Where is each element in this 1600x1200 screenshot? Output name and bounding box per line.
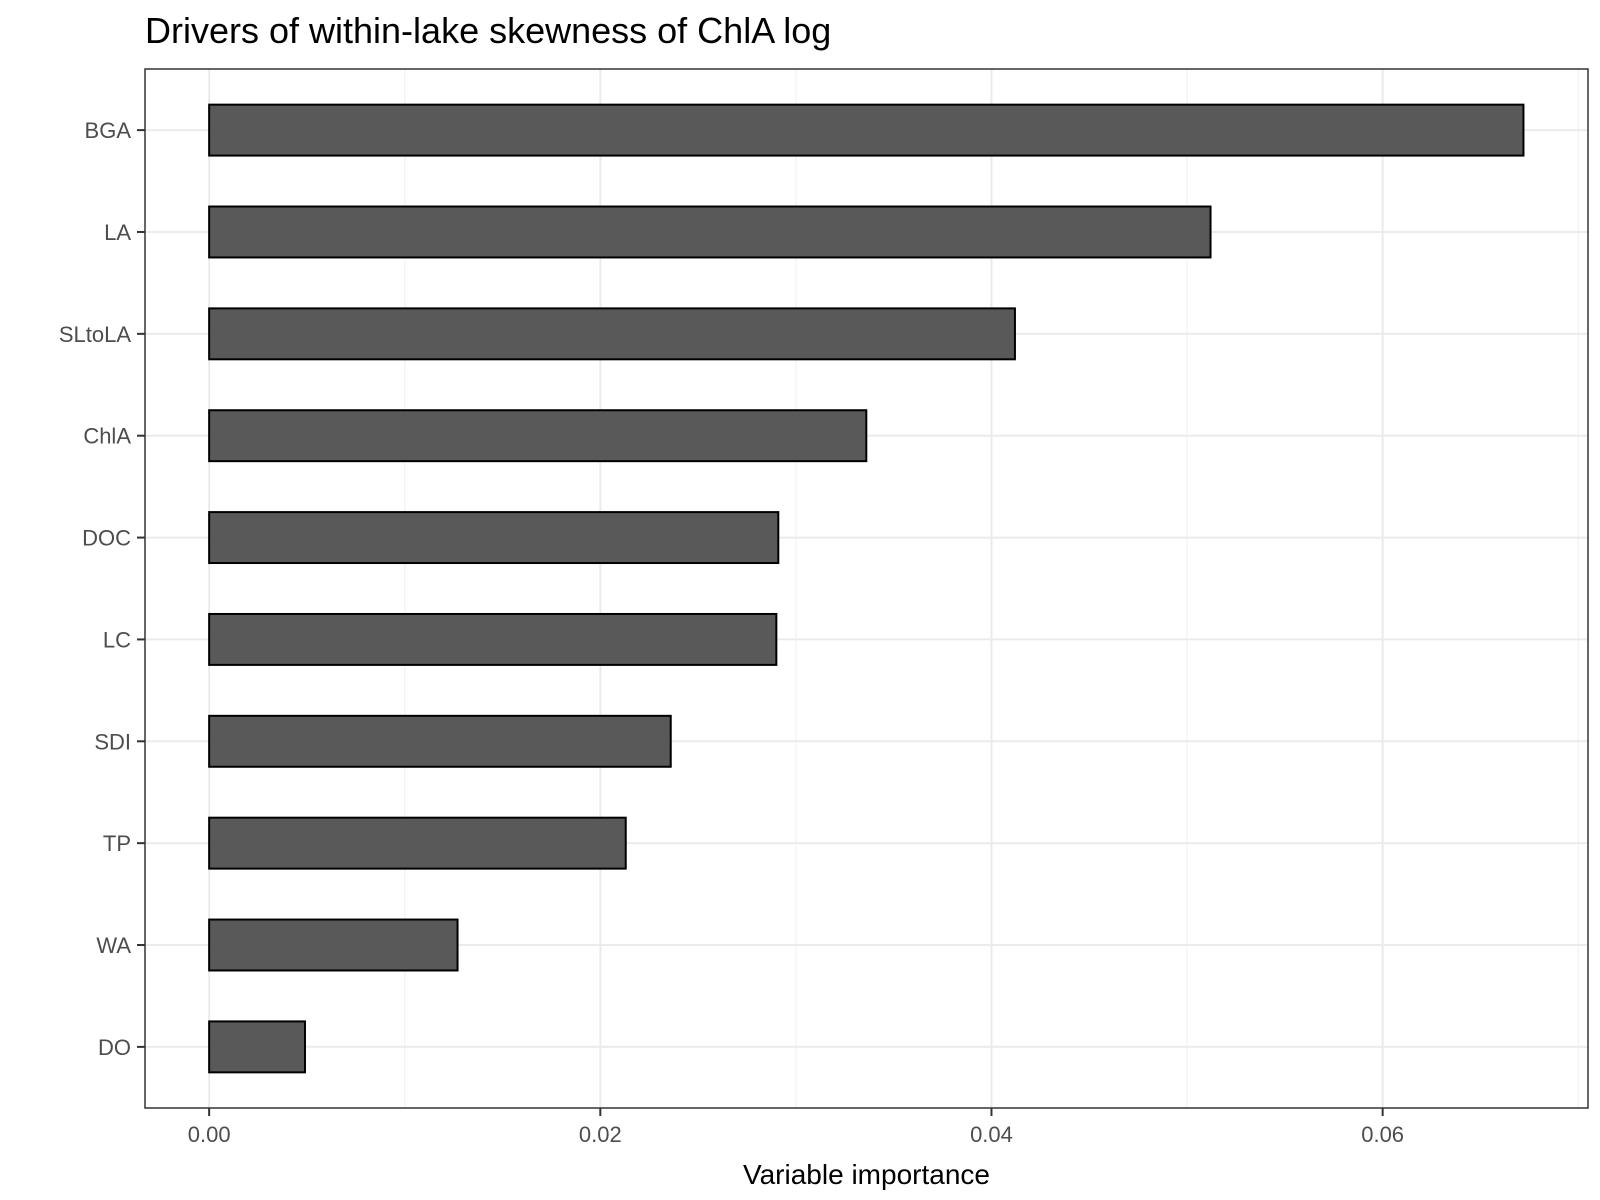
bar-doc <box>208 511 780 565</box>
bar-chla <box>208 409 868 463</box>
bars <box>208 103 1525 1074</box>
y-tick-label: ChlA <box>83 424 131 449</box>
bar-sdi <box>208 714 672 768</box>
x-axis-title: Variable importance <box>743 1159 990 1190</box>
bar-sltola <box>208 307 1016 361</box>
y-tick-label: SDI <box>94 729 131 754</box>
y-tick-label: LA <box>104 220 131 245</box>
y-tick-label: SLtoLA <box>59 322 131 347</box>
x-tick-label: 0.04 <box>970 1122 1013 1147</box>
y-axis: BGA LA SLtoLA ChlA DOC LC SDI TP WA DO <box>59 118 145 1060</box>
bar-lc <box>208 612 778 666</box>
y-tick-label: WA <box>96 933 131 958</box>
bar-tp <box>208 816 627 870</box>
panel-border <box>144 68 1589 1109</box>
x-tick-label: 0.00 <box>188 1122 231 1147</box>
y-tick-label: DO <box>98 1035 131 1060</box>
x-axis: 0.00 0.02 0.04 0.06 <box>188 1108 1404 1147</box>
y-tick-label: LC <box>103 627 131 652</box>
y-tick-label: TP <box>103 831 131 856</box>
bar-bga <box>208 103 1525 157</box>
bar-wa <box>208 918 459 972</box>
x-tick-label: 0.02 <box>579 1122 622 1147</box>
y-tick-label: DOC <box>82 526 131 551</box>
bar-la <box>208 205 1212 259</box>
chart-title: Drivers of within-lake skewness of ChlA … <box>145 10 831 51</box>
x-tick-label: 0.06 <box>1361 1122 1404 1147</box>
y-tick-label: BGA <box>85 118 132 143</box>
bar-do <box>208 1020 306 1074</box>
